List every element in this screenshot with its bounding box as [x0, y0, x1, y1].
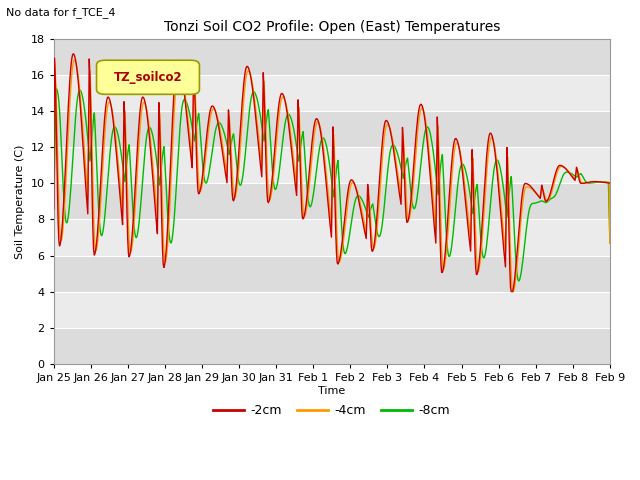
Bar [54, 147, 610, 183]
FancyBboxPatch shape [97, 60, 200, 94]
Bar [54, 183, 610, 219]
Text: No data for f_TCE_4: No data for f_TCE_4 [6, 7, 116, 18]
Bar [54, 111, 610, 147]
X-axis label: Time: Time [318, 385, 346, 396]
Bar [54, 75, 610, 111]
Legend: -2cm, -4cm, -8cm: -2cm, -4cm, -8cm [208, 399, 455, 422]
Y-axis label: Soil Temperature (C): Soil Temperature (C) [15, 144, 25, 259]
Bar [54, 291, 610, 328]
Bar [54, 219, 610, 255]
Bar [54, 39, 610, 75]
Bar [54, 255, 610, 291]
Text: TZ_soilco2: TZ_soilco2 [114, 71, 182, 84]
Title: Tonzi Soil CO2 Profile: Open (East) Temperatures: Tonzi Soil CO2 Profile: Open (East) Temp… [164, 20, 500, 34]
Bar [54, 328, 610, 364]
